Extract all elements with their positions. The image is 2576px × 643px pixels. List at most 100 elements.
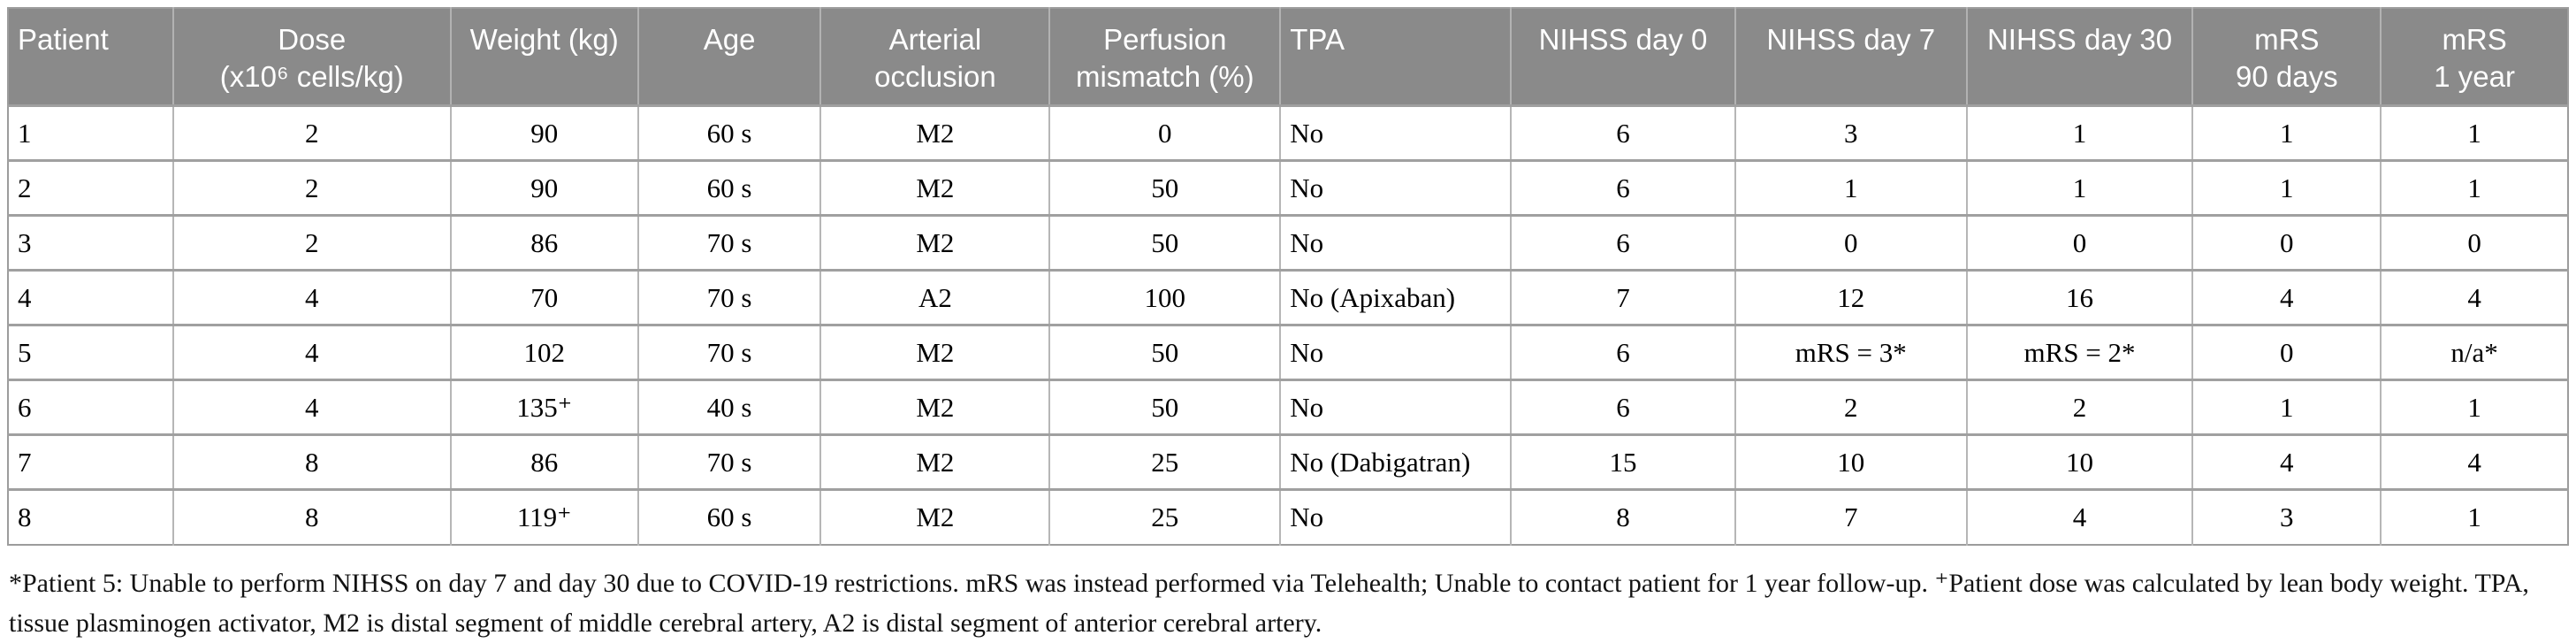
cell-dose: 8 xyxy=(171,433,451,490)
cell-nihss-day-0: 6 xyxy=(1510,379,1735,435)
cell-perfusion-mismatch: 0 xyxy=(1048,104,1281,161)
cell-perfusion-mismatch: 25 xyxy=(1048,488,1281,545)
cell-tpa: No xyxy=(1279,104,1512,161)
cell-nihss-day-30: 1 xyxy=(1965,104,2193,161)
cell-tpa: No xyxy=(1279,379,1512,435)
cell-mrs-90-days: 0 xyxy=(2191,324,2382,380)
cell-patient: 4 xyxy=(8,269,173,325)
cell-dose: 4 xyxy=(171,269,451,325)
table-row: 6 4 135⁺ 40 s M2 50 No 6 2 2 1 1 xyxy=(8,379,2568,435)
cell-perfusion-mismatch: 100 xyxy=(1048,269,1281,325)
table-row: 8 8 119⁺ 60 s M2 25 No 8 7 4 3 1 xyxy=(8,488,2568,545)
cell-mrs-90-days: 1 xyxy=(2191,104,2382,161)
cell-mrs-1-year: 4 xyxy=(2380,269,2568,325)
cell-nihss-day-7: 3 xyxy=(1734,104,1967,161)
cell-weight: 70 xyxy=(449,269,638,325)
cell-nihss-day-0: 6 xyxy=(1510,324,1735,380)
cell-nihss-day-7: 1 xyxy=(1734,159,1967,216)
cell-mrs-90-days: 1 xyxy=(2191,379,2382,435)
cell-tpa: No xyxy=(1279,214,1512,271)
cell-dose: 2 xyxy=(171,159,451,216)
cell-age: 70 s xyxy=(636,324,821,380)
cell-mrs-90-days: 4 xyxy=(2191,269,2382,325)
column-header-age: Age xyxy=(636,8,821,106)
cell-nihss-day-30: 1 xyxy=(1965,159,2193,216)
table-row: 5 4 102 70 s M2 50 No 6 mRS = 3* mRS = 2* 0 n/a* xyxy=(8,324,2568,380)
patient-outcomes-table: Patient Dose (x10⁶ cells/kg) Weight (kg)… xyxy=(7,7,2569,546)
cell-nihss-day-7: 2 xyxy=(1734,379,1967,435)
cell-nihss-day-0: 6 xyxy=(1510,159,1735,216)
cell-nihss-day-0: 6 xyxy=(1510,104,1735,161)
cell-weight: 86 xyxy=(449,214,638,271)
cell-perfusion-mismatch: 50 xyxy=(1048,379,1281,435)
cell-nihss-day-30: 2 xyxy=(1965,379,2193,435)
column-header-nihss-day-30: NIHSS day 30 xyxy=(1965,8,2193,106)
cell-age: 70 s xyxy=(636,214,821,271)
cell-arterial-occlusion: M2 xyxy=(819,433,1050,490)
table-row: 4 4 70 70 s A2 100 No (Apixaban) 7 12 16 4 4 xyxy=(8,269,2568,325)
cell-mrs-90-days: 3 xyxy=(2191,488,2382,545)
cell-nihss-day-0: 8 xyxy=(1510,488,1735,545)
cell-perfusion-mismatch: 50 xyxy=(1048,159,1281,216)
cell-tpa: No (Dabigatran) xyxy=(1279,433,1512,490)
cell-perfusion-mismatch: 50 xyxy=(1048,214,1281,271)
cell-tpa: No xyxy=(1279,324,1512,380)
cell-age: 60 s xyxy=(636,159,821,216)
table-body: 1 2 90 60 s M2 0 No 6 3 1 1 1 2 2 90 60 s M2 50 No 6 1 1 1 1 3 2 8… xyxy=(8,104,2568,545)
cell-age: 40 s xyxy=(636,379,821,435)
cell-mrs-1-year: 0 xyxy=(2380,214,2568,271)
table-header-row: Patient Dose (x10⁶ cells/kg) Weight (kg)… xyxy=(8,8,2568,106)
cell-tpa: No (Apixaban) xyxy=(1279,269,1512,325)
column-header-tpa: TPA xyxy=(1279,8,1512,106)
patient-outcomes-table-container: Patient Dose (x10⁶ cells/kg) Weight (kg)… xyxy=(7,7,2569,643)
cell-dose: 2 xyxy=(171,214,451,271)
cell-arterial-occlusion: M2 xyxy=(819,104,1050,161)
cell-mrs-90-days: 0 xyxy=(2191,214,2382,271)
cell-age: 70 s xyxy=(636,269,821,325)
cell-nihss-day-0: 15 xyxy=(1510,433,1735,490)
cell-arterial-occlusion: M2 xyxy=(819,324,1050,380)
cell-age: 60 s xyxy=(636,488,821,545)
cell-dose: 8 xyxy=(171,488,451,545)
table-footnote: *Patient 5: Unable to perform NIHSS on d… xyxy=(9,568,2529,638)
cell-mrs-1-year: 1 xyxy=(2380,379,2568,435)
column-header-nihss-day-7: NIHSS day 7 xyxy=(1734,8,1967,106)
cell-patient: 5 xyxy=(8,324,173,380)
cell-weight: 90 xyxy=(449,159,638,216)
column-header-perfusion-mismatch: Perfusion mismatch (%) xyxy=(1048,8,1281,106)
cell-nihss-day-30: 4 xyxy=(1965,488,2193,545)
cell-nihss-day-7: 10 xyxy=(1734,433,1967,490)
cell-mrs-1-year: 4 xyxy=(2380,433,2568,490)
column-header-mrs-1-year: mRS 1 year xyxy=(2380,8,2568,106)
column-header-mrs-90-days: mRS 90 days xyxy=(2191,8,2382,106)
cell-nihss-day-7: 12 xyxy=(1734,269,1967,325)
table-row: 1 2 90 60 s M2 0 No 6 3 1 1 1 xyxy=(8,104,2568,161)
cell-nihss-day-30: 16 xyxy=(1965,269,2193,325)
cell-nihss-day-7: 7 xyxy=(1734,488,1967,545)
cell-mrs-1-year: 1 xyxy=(2380,159,2568,216)
cell-arterial-occlusion: A2 xyxy=(819,269,1050,325)
cell-weight: 102 xyxy=(449,324,638,380)
cell-perfusion-mismatch: 50 xyxy=(1048,324,1281,380)
cell-patient: 3 xyxy=(8,214,173,271)
column-header-patient: Patient xyxy=(8,8,173,106)
cell-arterial-occlusion: M2 xyxy=(819,214,1050,271)
column-header-nihss-day-0: NIHSS day 0 xyxy=(1510,8,1735,106)
cell-weight: 90 xyxy=(449,104,638,161)
table-row: 7 8 86 70 s M2 25 No (Dabigatran) 15 10 10 4 4 xyxy=(8,433,2568,490)
cell-arterial-occlusion: M2 xyxy=(819,159,1050,216)
table-row: 2 2 90 60 s M2 50 No 6 1 1 1 1 xyxy=(8,159,2568,216)
cell-nihss-day-7: mRS = 3* xyxy=(1734,324,1967,380)
cell-tpa: No xyxy=(1279,488,1512,545)
cell-mrs-90-days: 1 xyxy=(2191,159,2382,216)
cell-dose: 4 xyxy=(171,379,451,435)
cell-nihss-day-30: 0 xyxy=(1965,214,2193,271)
cell-nihss-day-0: 6 xyxy=(1510,214,1735,271)
cell-patient: 1 xyxy=(8,104,173,161)
cell-age: 70 s xyxy=(636,433,821,490)
cell-arterial-occlusion: M2 xyxy=(819,379,1050,435)
cell-nihss-day-0: 7 xyxy=(1510,269,1735,325)
cell-nihss-day-7: 0 xyxy=(1734,214,1967,271)
cell-weight: 135⁺ xyxy=(449,379,638,435)
cell-weight: 86 xyxy=(449,433,638,490)
